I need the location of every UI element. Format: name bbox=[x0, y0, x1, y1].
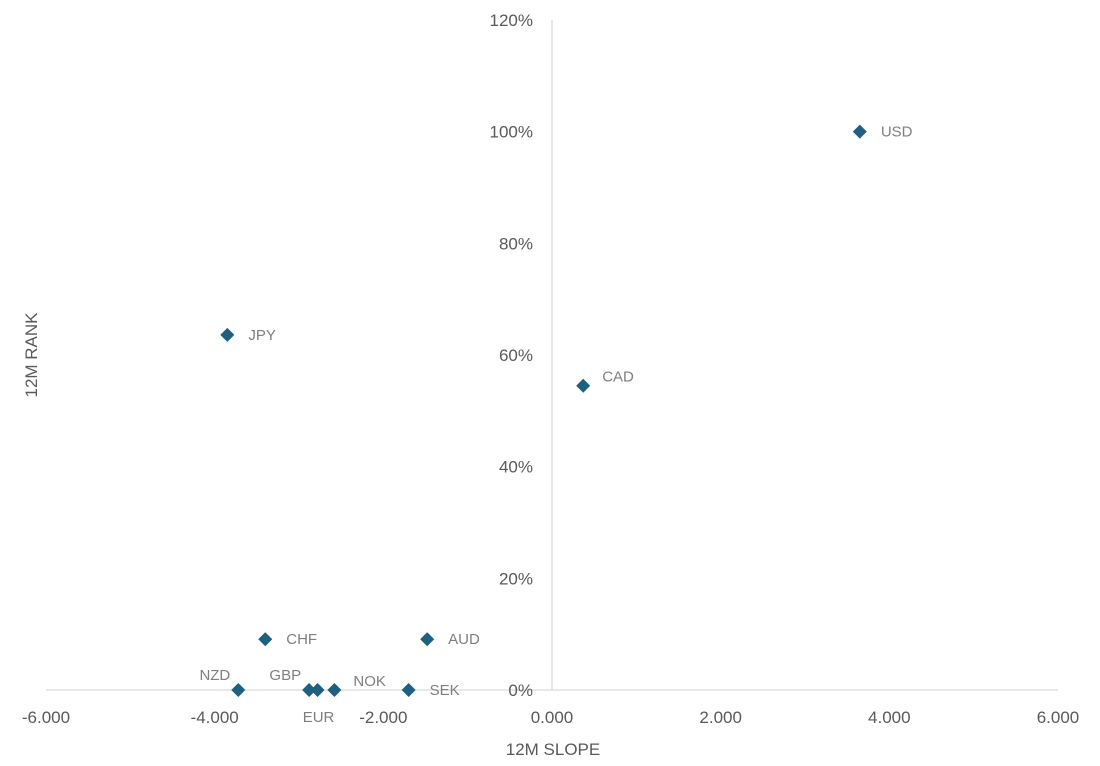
point-label-eur: EUR bbox=[303, 709, 335, 726]
data-point-aud bbox=[420, 632, 435, 647]
data-point-gbp bbox=[302, 683, 317, 697]
x-tick-label: -6.000 bbox=[22, 708, 70, 727]
data-points bbox=[220, 124, 867, 697]
point-label-chf: CHF bbox=[286, 631, 317, 648]
y-tick-label: 40% bbox=[499, 458, 533, 477]
point-label-usd: USD bbox=[881, 124, 913, 141]
point-label-sek: SEK bbox=[430, 682, 460, 699]
data-point-eur bbox=[310, 683, 325, 697]
y-tick-label: 100% bbox=[490, 123, 533, 142]
data-point-sek bbox=[401, 683, 416, 697]
x-tick-label: 6.000 bbox=[1037, 708, 1080, 727]
y-tick-label: 60% bbox=[499, 346, 533, 365]
x-tick-label: 4.000 bbox=[868, 708, 911, 727]
data-point-cad bbox=[576, 378, 591, 393]
point-label-gbp: GBP bbox=[269, 667, 301, 684]
y-tick-label: 20% bbox=[499, 569, 533, 588]
data-point-jpy bbox=[220, 327, 235, 342]
axes bbox=[46, 20, 1058, 691]
x-tick-label: 0.000 bbox=[531, 708, 574, 727]
data-point-nzd bbox=[231, 683, 246, 697]
y-tick-label: 120% bbox=[490, 11, 533, 30]
point-label-nzd: NZD bbox=[199, 667, 230, 684]
data-point-chf bbox=[258, 632, 273, 647]
x-axis-title: 12M SLOPE bbox=[506, 740, 601, 759]
x-tick-labels: -6.000 -4.000 -2.000 0.000 2.000 4.000 6.000 bbox=[22, 708, 1079, 727]
y-tick-labels: 0% 20% 40% 60% 80% 100% 120% bbox=[490, 11, 533, 700]
x-tick-label: -2.000 bbox=[359, 708, 407, 727]
point-label-jpy: JPY bbox=[248, 327, 276, 344]
x-tick-label: -4.000 bbox=[191, 708, 239, 727]
x-tick-label: 2.000 bbox=[699, 708, 742, 727]
data-point-nok bbox=[327, 683, 342, 697]
point-labels: USD JPY CAD CHF AUD NZD GBP EUR NOK SEK bbox=[199, 124, 912, 726]
y-tick-label: 80% bbox=[499, 234, 533, 253]
point-label-nok: NOK bbox=[353, 673, 386, 690]
data-point-usd bbox=[852, 124, 867, 139]
y-tick-label: 0% bbox=[508, 681, 533, 700]
y-axis-title: 12M RANK bbox=[22, 312, 41, 398]
point-label-cad: CAD bbox=[602, 369, 634, 386]
point-label-aud: AUD bbox=[448, 631, 480, 648]
